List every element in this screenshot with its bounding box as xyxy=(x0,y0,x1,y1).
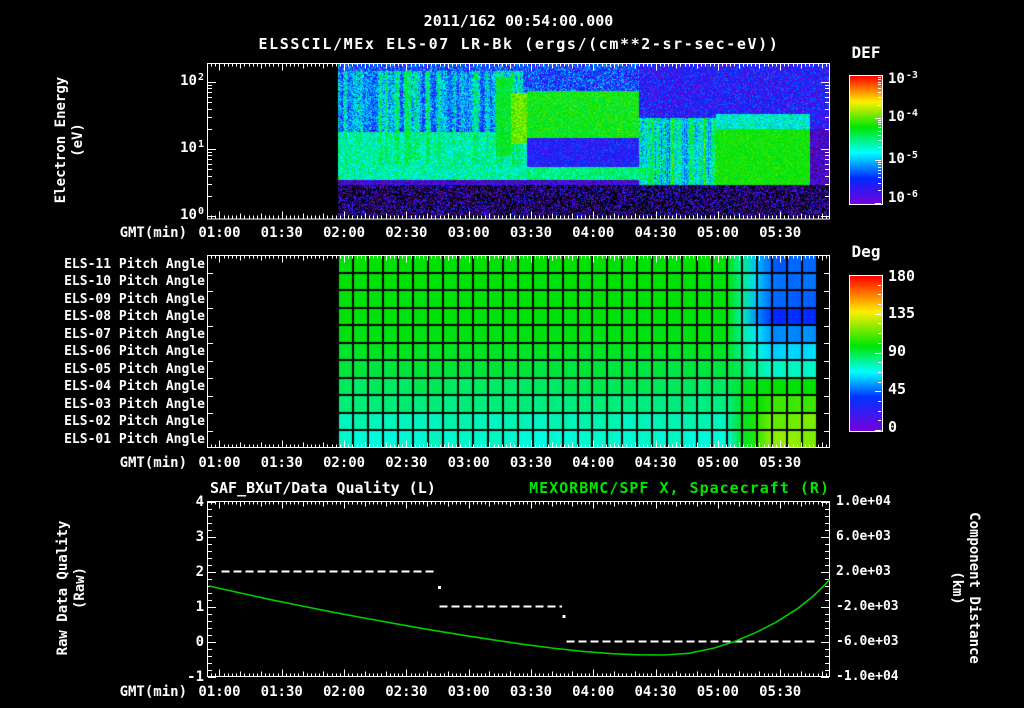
def-colorbar-tick-label: 10-4 xyxy=(888,108,918,125)
right-series-title: MEXORBMC/SPF X, Spacecraft (R) xyxy=(529,479,830,497)
instrument-title: ELSSCIL/MEx ELS-07 LR-Bk (ergs/(cm**2-sr… xyxy=(258,35,780,53)
time-tick-label: 03:00 xyxy=(447,684,490,700)
time-tick-label: 02:30 xyxy=(385,225,428,241)
pitch-row-label: ELS-06 Pitch Angle xyxy=(64,344,205,359)
pitch-row-label: ELS-03 Pitch Angle xyxy=(64,396,205,412)
time-tick-label: 03:30 xyxy=(509,455,553,471)
energy-tick-label: 100 xyxy=(180,206,204,223)
deg-colorbar-tick-label: 180 xyxy=(888,267,916,285)
electron-energy-spectrogram xyxy=(207,63,830,219)
distance-tick-label: -2.0e+03 xyxy=(836,598,899,614)
pitch-row-label: ELS-11 Pitch Angle xyxy=(64,256,205,272)
deg-colorbar-tick-label: 135 xyxy=(888,304,916,322)
time-tick-label: 04:00 xyxy=(572,225,615,241)
time-tick-label: 04:30 xyxy=(634,684,677,700)
pitch-angle-heatmap xyxy=(207,255,830,448)
page-title: 2011/162 00:54:00.000 xyxy=(423,12,614,30)
gmt-axis-label: GMT(min) xyxy=(119,455,187,471)
pitch-row-label: ELS-01 Pitch Angle xyxy=(64,431,205,447)
distance-tick-label: 2.0e+03 xyxy=(836,563,891,579)
time-tick-label: 02:30 xyxy=(385,455,428,471)
time-tick-label: 05:30 xyxy=(759,684,802,700)
time-tick-label: 01:30 xyxy=(260,684,303,700)
pitch-row-label: ELS-05 Pitch Angle xyxy=(64,361,205,377)
time-tick-label: 02:00 xyxy=(322,225,366,241)
time-tick-label: 01:30 xyxy=(260,455,303,471)
deg-colorbar-tick-label: 90 xyxy=(888,342,907,360)
time-tick-label: 03:30 xyxy=(509,684,553,700)
time-tick-label: 05:00 xyxy=(696,684,739,700)
distance-tick-label: -6.0e+03 xyxy=(836,633,899,649)
energy-tick-label: 101 xyxy=(180,139,204,156)
gmt-axis-label: GMT(min) xyxy=(119,684,187,700)
pitch-row-label: ELS-04 Pitch Angle xyxy=(64,379,205,394)
time-tick-label: 01:00 xyxy=(198,455,241,471)
time-tick-label: 01:00 xyxy=(198,684,241,700)
time-tick-label: 02:30 xyxy=(385,684,428,700)
deg-colorbar-tick-label: 0 xyxy=(888,418,898,436)
axis-label-line: Component Distance xyxy=(966,512,982,664)
pitch-row-label: ELS-08 Pitch Angle xyxy=(64,309,205,324)
pitch-row-label: ELS-10 Pitch Angle xyxy=(64,274,205,289)
def-colorbar-title: DEF xyxy=(851,43,881,62)
quality-tick-label: 4 xyxy=(195,493,204,510)
axis-label-units: (Raw) xyxy=(72,566,88,610)
distance-tick-label: 6.0e+03 xyxy=(836,528,891,544)
time-tick-label: 03:00 xyxy=(447,455,490,471)
quality-tick-label: 2 xyxy=(195,563,204,580)
def-colorbar-tick-label: 10-6 xyxy=(888,189,918,206)
axis-label-line: Raw Data Quality xyxy=(55,520,71,656)
time-tick-label: 05:30 xyxy=(759,225,802,241)
def-colorbar-tick-label: 10-3 xyxy=(888,70,918,87)
distance-tick-label: 1.0e+04 xyxy=(836,493,891,509)
time-tick-label: 03:00 xyxy=(447,225,490,241)
time-tick-label: 05:00 xyxy=(696,225,739,241)
pitch-row-label: ELS-02 Pitch Angle xyxy=(64,414,205,429)
quality-tick-label: 3 xyxy=(195,528,204,545)
pitch-row-label: ELS-07 Pitch Angle xyxy=(64,326,205,342)
time-tick-label: 02:00 xyxy=(322,684,366,700)
def-colorbar xyxy=(849,75,883,205)
time-tick-label: 01:30 xyxy=(260,225,303,241)
left-series-title: SAF_BXuT/Data Quality (L) xyxy=(210,479,436,497)
def-colorbar-tick-label: 10-5 xyxy=(888,150,918,167)
deg-colorbar-title: Deg xyxy=(851,242,881,261)
axis-label-units: (eV) xyxy=(70,123,86,157)
quality-tick-label: 0 xyxy=(195,633,204,650)
axis-label-line: Electron Energy xyxy=(53,76,69,204)
time-tick-label: 04:00 xyxy=(572,684,615,700)
time-tick-label: 04:30 xyxy=(634,225,677,241)
time-tick-label: 02:00 xyxy=(322,455,366,471)
pitch-row-label: ELS-09 Pitch Angle xyxy=(64,291,205,307)
time-tick-label: 05:00 xyxy=(696,455,739,471)
time-tick-label: 04:30 xyxy=(634,455,677,471)
energy-tick-label: 102 xyxy=(180,72,204,89)
axis-label-units: (km) xyxy=(949,571,965,605)
quality-tick-label: 1 xyxy=(195,598,204,615)
gmt-axis-label: GMT(min) xyxy=(119,225,187,241)
time-tick-label: 03:30 xyxy=(509,225,553,241)
time-tick-label: 05:30 xyxy=(759,455,802,471)
time-tick-label: 01:00 xyxy=(198,225,241,241)
time-tick-label: 04:00 xyxy=(572,455,615,471)
distance-tick-label: -1.0e+04 xyxy=(836,668,899,684)
quality-tick-label: -1 xyxy=(187,668,204,685)
deg-colorbar-tick-label: 45 xyxy=(888,380,907,398)
